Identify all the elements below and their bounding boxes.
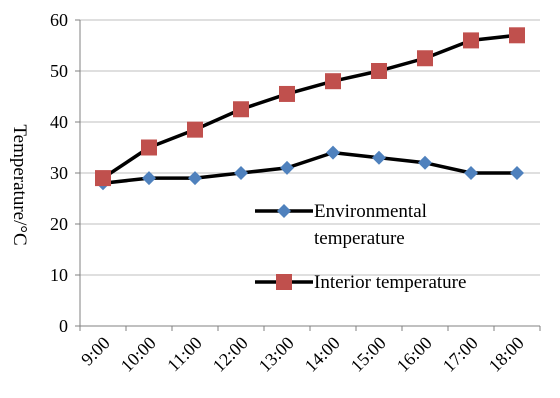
legend-marker bbox=[277, 204, 291, 218]
x-tick-label: 15:00 bbox=[347, 333, 390, 376]
y-tick-labels: 0 10 20 30 40 50 60 bbox=[50, 10, 68, 336]
data-point bbox=[464, 166, 478, 180]
axes bbox=[75, 19, 541, 331]
x-tick-labels: 9:00 10:00 11:00 12:00 13:00 14:00 15:00 16:00 1… bbox=[77, 333, 528, 376]
x-tick-label: 10:00 bbox=[117, 333, 160, 376]
data-point bbox=[188, 171, 202, 186]
data-point bbox=[510, 166, 524, 180]
data-point bbox=[279, 85, 295, 102]
data-point bbox=[418, 155, 432, 170]
legend-label: Interior temperature bbox=[314, 272, 466, 293]
x-tick-label: 18:00 bbox=[485, 333, 528, 376]
x-tick-label: 13:00 bbox=[255, 333, 298, 376]
data-point bbox=[142, 171, 156, 186]
legend-label-line: Interior temperature bbox=[314, 272, 466, 293]
legend-label: Environmental temperature bbox=[314, 201, 427, 249]
series-line-1 bbox=[102, 150, 517, 185]
legend: Environmental temperature Interior tempera… bbox=[255, 201, 466, 293]
legend-label-line: temperature bbox=[314, 228, 405, 249]
legend-label-line: Environmental bbox=[314, 201, 427, 222]
data-point bbox=[326, 145, 340, 160]
series-line-2 bbox=[102, 33, 518, 180]
x-tick-label: 17:00 bbox=[439, 333, 482, 376]
x-tick-label: 12:00 bbox=[209, 333, 252, 376]
data-point bbox=[371, 63, 387, 79]
data-point bbox=[234, 166, 248, 180]
y-tick-label: 0 bbox=[59, 316, 68, 336]
x-tick-label: 9:00 bbox=[77, 333, 114, 370]
gridlines bbox=[80, 19, 540, 276]
x-tick-label: 16:00 bbox=[393, 333, 436, 376]
legend-marker bbox=[276, 274, 292, 290]
y-tick-label: 20 bbox=[50, 214, 68, 234]
y-tick-label: 30 bbox=[50, 163, 68, 183]
data-point bbox=[509, 27, 525, 44]
data-point bbox=[325, 73, 341, 90]
y-tick-label: 40 bbox=[50, 112, 68, 132]
data-point bbox=[95, 170, 111, 187]
x-tick-label: 11:00 bbox=[163, 333, 206, 376]
series-group bbox=[95, 27, 525, 191]
data-point bbox=[372, 150, 386, 165]
data-point bbox=[280, 160, 294, 175]
data-point bbox=[141, 139, 157, 156]
y-tick-label: 10 bbox=[50, 265, 68, 285]
y-tick-label: 60 bbox=[50, 10, 68, 30]
data-point bbox=[187, 121, 203, 138]
x-tick-label: 14:00 bbox=[301, 333, 344, 376]
y-tick-label: 50 bbox=[50, 61, 68, 81]
y-axis-label: Temperature/°C bbox=[9, 124, 30, 245]
data-point bbox=[417, 50, 433, 67]
data-point bbox=[233, 101, 249, 118]
data-point bbox=[463, 32, 479, 49]
